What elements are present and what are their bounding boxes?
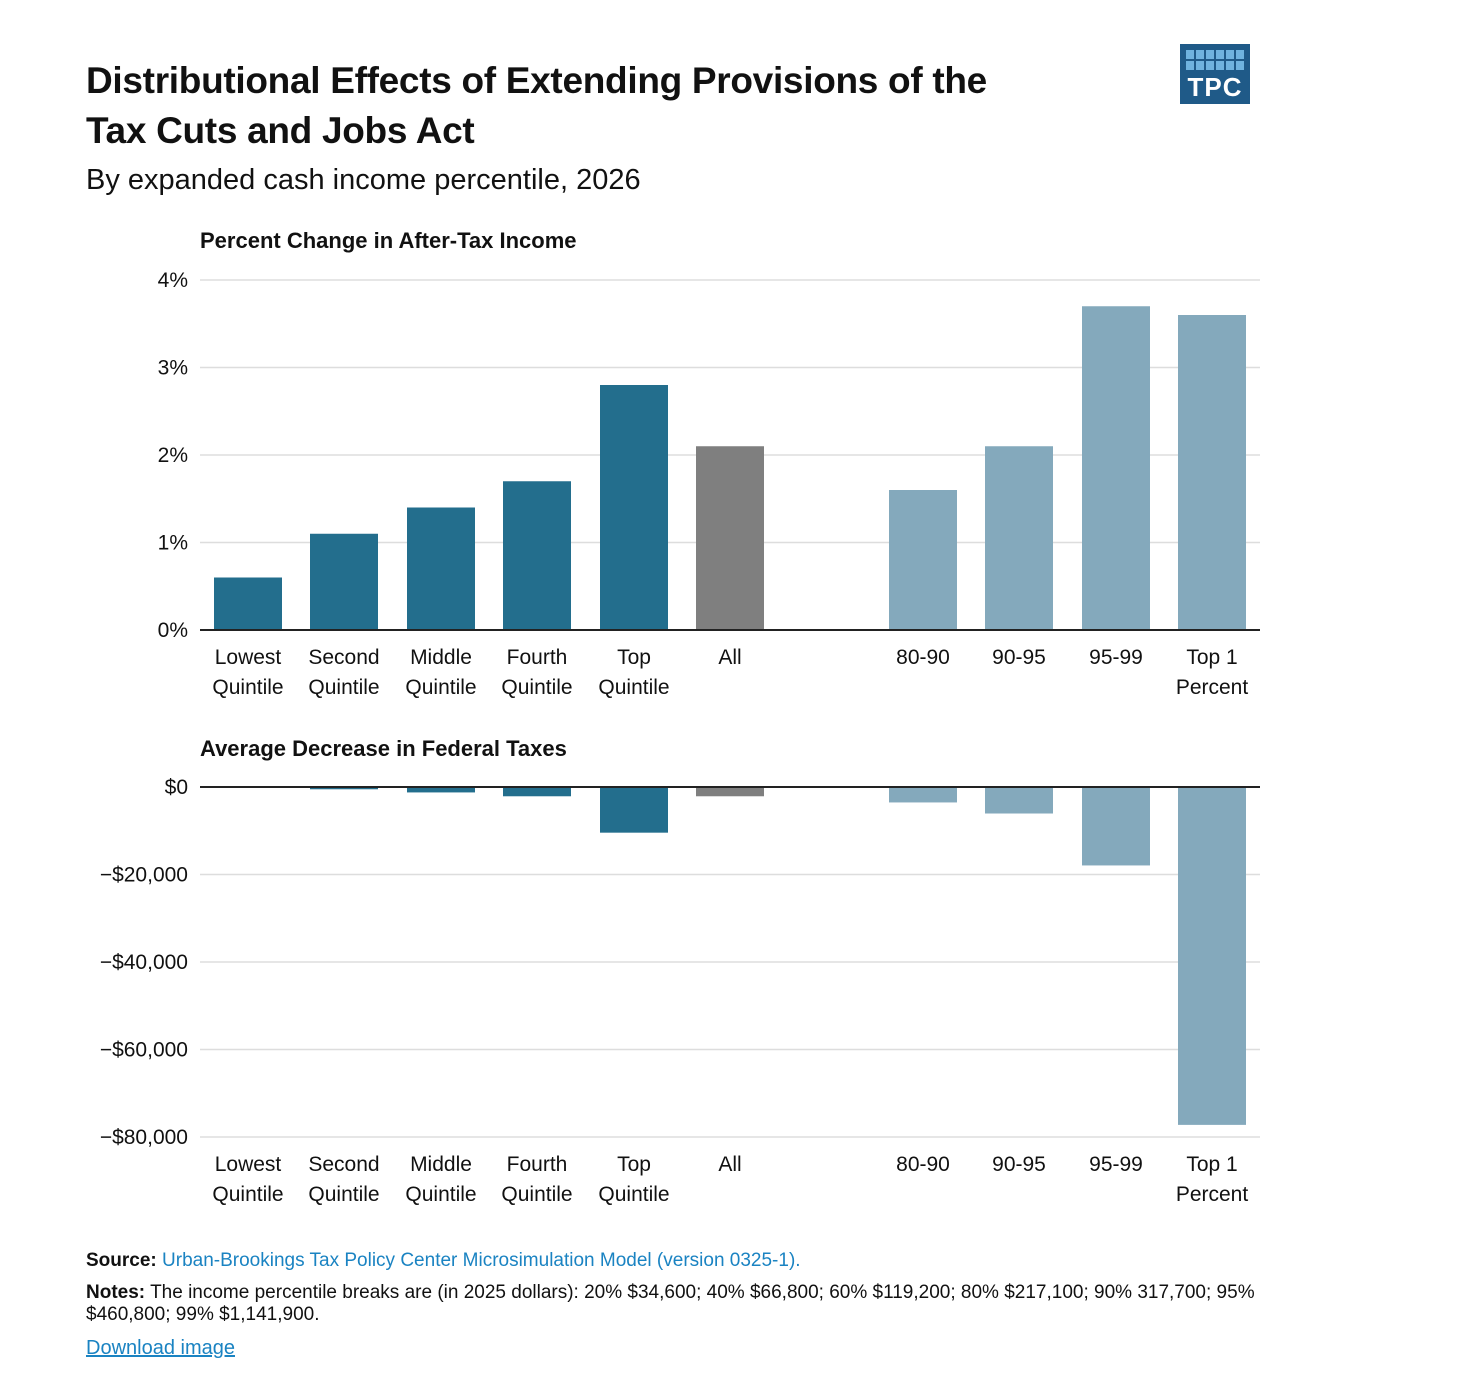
chart-title: Distributional Effects of Extending Prov… [86,56,1066,156]
chart-title-line-1: Distributional Effects of Extending Prov… [86,60,987,101]
y-tick-label: 1% [158,532,188,555]
bar-1-10 [1178,315,1246,630]
bar-2-3 [407,787,475,793]
x-category-label: 80-90 [896,646,950,669]
y-tick-label: 4% [158,269,188,292]
x-category-label: Second Quintile [308,646,379,699]
x-category-label: 80-90 [896,1153,950,1176]
bar-2-6 [696,787,764,797]
x-category-label: All [718,1153,741,1176]
x-category-label: 95-99 [1089,646,1143,669]
bar-1-4 [503,481,571,630]
logo-text: TPC [1187,72,1243,102]
x-category-label: 90-95 [992,646,1046,669]
y-tick-label: $0 [165,776,188,799]
footer: Source: Urban-Brookings Tax Policy Cente… [86,1250,1266,1360]
x-category-label: 90-95 [992,1153,1046,1176]
x-category-label: Top Quintile [598,1153,669,1206]
x-category-label: Second Quintile [308,1153,379,1206]
chart-title-line-2: Tax Cuts and Jobs Act [86,110,475,151]
y-tick-label: −$80,000 [100,1126,188,1149]
bar-2-9 [1082,787,1150,866]
bar-1-2 [310,533,378,630]
bar-2-7 [889,787,957,803]
x-category-label: Middle Quintile [405,1153,476,1206]
bar-1-7 [889,490,957,630]
x-category-label: Top Quintile [598,646,669,699]
source-link[interactable]: Urban-Brookings Tax Policy Center Micros… [162,1250,801,1271]
notes-line: Notes: The income percentile breaks are … [86,1282,1266,1326]
y-tick-label: 3% [158,357,188,380]
bar-2-10 [1178,787,1246,1125]
notes-text: The income percentile breaks are (in 202… [86,1282,1255,1325]
y-tick-label: −$20,000 [100,864,188,887]
x-category-label: Top 1 Percent [1176,646,1249,699]
bar-2-5 [600,787,668,833]
y-tick-label: 2% [158,444,188,467]
source-line: Source: Urban-Brookings Tax Policy Cente… [86,1250,1266,1272]
y-tick-label: −$60,000 [100,1039,188,1062]
bar-1-5 [600,385,668,630]
x-category-label: Middle Quintile [405,646,476,699]
y-tick-label: 0% [158,619,188,642]
bar-1-1 [214,577,282,630]
x-category-label: Fourth Quintile [501,646,572,699]
source-label: Source: [86,1250,157,1271]
x-category-label: Lowest Quintile [212,646,283,699]
x-category-label: Fourth Quintile [501,1153,572,1206]
bar-2-4 [503,787,571,797]
bar-2-2 [310,787,378,790]
logo-grid-icon [1186,50,1244,70]
x-category-label: Top 1 Percent [1176,1153,1249,1206]
bar-1-6 [696,446,764,630]
bar-1-8 [985,446,1053,630]
panel-title-2: Average Decrease in Federal Taxes [200,736,567,761]
bar-1-9 [1082,306,1150,630]
charts-area: Percent Change in After-Tax Income 0% 1% 2%… [100,228,1260,1206]
bar-2-8 [985,787,1053,814]
x-category-label: Lowest Quintile [212,1153,283,1206]
panel-title-1: Percent Change in After-Tax Income [200,228,577,253]
bar-1-3 [407,507,475,630]
notes-label: Notes: [86,1282,146,1303]
y-tick-label: −$40,000 [100,951,188,974]
x-category-label: 95-99 [1089,1153,1143,1176]
chart-subtitle: By expanded cash income percentile, 2026 [86,164,641,196]
x-category-label: All [718,646,741,669]
tpc-logo: TPC [1180,44,1250,104]
download-image-link[interactable]: Download image [86,1337,235,1359]
